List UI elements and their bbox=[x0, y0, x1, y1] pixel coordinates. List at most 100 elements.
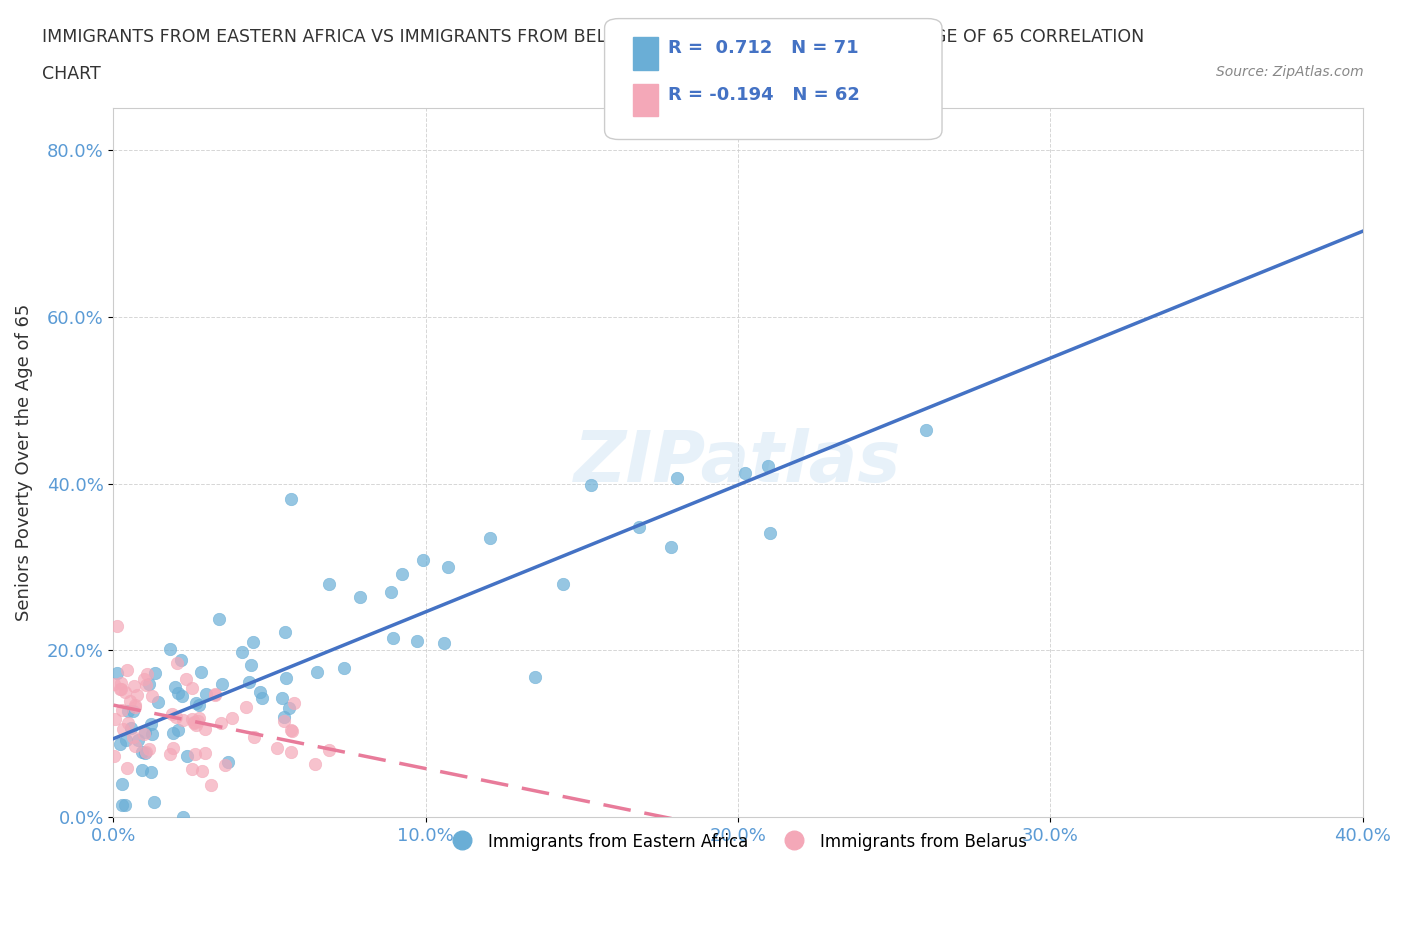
Point bbox=[165, 680, 187, 695]
Point bbox=[141, 726, 163, 741]
Point bbox=[188, 698, 211, 712]
Point bbox=[122, 679, 145, 694]
Point bbox=[412, 552, 434, 567]
Point bbox=[406, 634, 429, 649]
Point bbox=[115, 733, 138, 748]
Point bbox=[111, 777, 134, 791]
Point bbox=[273, 625, 295, 640]
Y-axis label: Seniors Poverty Over the Age of 65: Seniors Poverty Over the Age of 65 bbox=[15, 304, 32, 621]
Point bbox=[318, 577, 340, 591]
Point bbox=[135, 744, 157, 759]
Point bbox=[117, 663, 139, 678]
Point bbox=[318, 742, 340, 757]
Point bbox=[666, 471, 689, 485]
Point bbox=[190, 664, 212, 679]
Point bbox=[111, 722, 134, 737]
Point bbox=[240, 658, 263, 672]
Point bbox=[135, 678, 157, 693]
Point bbox=[162, 740, 184, 755]
Point bbox=[134, 726, 156, 741]
Point bbox=[180, 681, 202, 696]
Point bbox=[124, 738, 146, 753]
Point bbox=[204, 686, 226, 701]
Point bbox=[172, 712, 194, 727]
Point bbox=[167, 685, 190, 700]
Point bbox=[208, 612, 231, 627]
Point bbox=[162, 707, 184, 722]
Point bbox=[110, 681, 132, 696]
Point bbox=[134, 725, 156, 740]
Point bbox=[333, 660, 356, 675]
Point bbox=[125, 688, 148, 703]
Point bbox=[180, 762, 202, 777]
Text: IMMIGRANTS FROM EASTERN AFRICA VS IMMIGRANTS FROM BELARUS SENIORS POVERTY OVER T: IMMIGRANTS FROM EASTERN AFRICA VS IMMIGR… bbox=[42, 28, 1144, 46]
Point bbox=[304, 757, 326, 772]
Point bbox=[238, 675, 260, 690]
Point bbox=[141, 716, 163, 731]
Point bbox=[281, 724, 304, 738]
Point bbox=[139, 764, 162, 779]
Point bbox=[127, 733, 149, 748]
Point bbox=[115, 761, 138, 776]
Point bbox=[121, 704, 143, 719]
Point bbox=[176, 749, 198, 764]
Point bbox=[111, 798, 134, 813]
Point bbox=[553, 577, 575, 591]
Point bbox=[305, 665, 328, 680]
Point bbox=[380, 584, 402, 599]
Point bbox=[437, 560, 460, 575]
Point bbox=[250, 691, 273, 706]
Point bbox=[349, 590, 371, 604]
Point bbox=[138, 676, 160, 691]
Point bbox=[170, 688, 193, 703]
Point bbox=[209, 716, 232, 731]
Point bbox=[659, 539, 682, 554]
Point bbox=[110, 682, 132, 697]
Point bbox=[114, 798, 136, 813]
Point bbox=[231, 644, 253, 659]
Point bbox=[391, 566, 413, 581]
Point bbox=[117, 715, 139, 730]
Point bbox=[108, 737, 131, 751]
Point bbox=[187, 713, 209, 728]
Point bbox=[274, 671, 297, 685]
Point bbox=[132, 671, 155, 686]
Point bbox=[270, 690, 292, 705]
Point bbox=[479, 530, 502, 545]
Point bbox=[131, 762, 153, 777]
Text: R = -0.194   N = 62: R = -0.194 N = 62 bbox=[668, 86, 859, 104]
Point bbox=[131, 745, 153, 760]
Point bbox=[756, 459, 779, 474]
Legend: Immigrants from Eastern Africa, Immigrants from Belarus: Immigrants from Eastern Africa, Immigran… bbox=[443, 825, 1033, 858]
Point bbox=[187, 711, 209, 725]
Point bbox=[183, 715, 205, 730]
Point bbox=[118, 693, 141, 708]
Point bbox=[266, 740, 288, 755]
Point bbox=[165, 710, 187, 724]
Point bbox=[141, 688, 163, 703]
Point bbox=[235, 699, 257, 714]
Point bbox=[162, 726, 184, 741]
Point bbox=[200, 777, 222, 792]
Text: Source: ZipAtlas.com: Source: ZipAtlas.com bbox=[1216, 65, 1364, 79]
Point bbox=[204, 687, 226, 702]
Point bbox=[214, 757, 236, 772]
Text: R =  0.712   N = 71: R = 0.712 N = 71 bbox=[668, 39, 859, 58]
Point bbox=[103, 677, 125, 692]
Point bbox=[194, 722, 217, 737]
Point bbox=[283, 695, 305, 710]
Point bbox=[273, 710, 295, 724]
Point bbox=[280, 723, 302, 737]
Point bbox=[759, 525, 782, 540]
Point bbox=[117, 704, 139, 719]
Point bbox=[242, 634, 264, 649]
Point bbox=[174, 671, 197, 686]
Point bbox=[280, 744, 302, 759]
Point bbox=[134, 746, 156, 761]
Point bbox=[186, 696, 208, 711]
Point bbox=[103, 749, 125, 764]
Point bbox=[136, 667, 159, 682]
Point bbox=[217, 755, 239, 770]
Point bbox=[914, 423, 936, 438]
Point bbox=[180, 711, 202, 726]
